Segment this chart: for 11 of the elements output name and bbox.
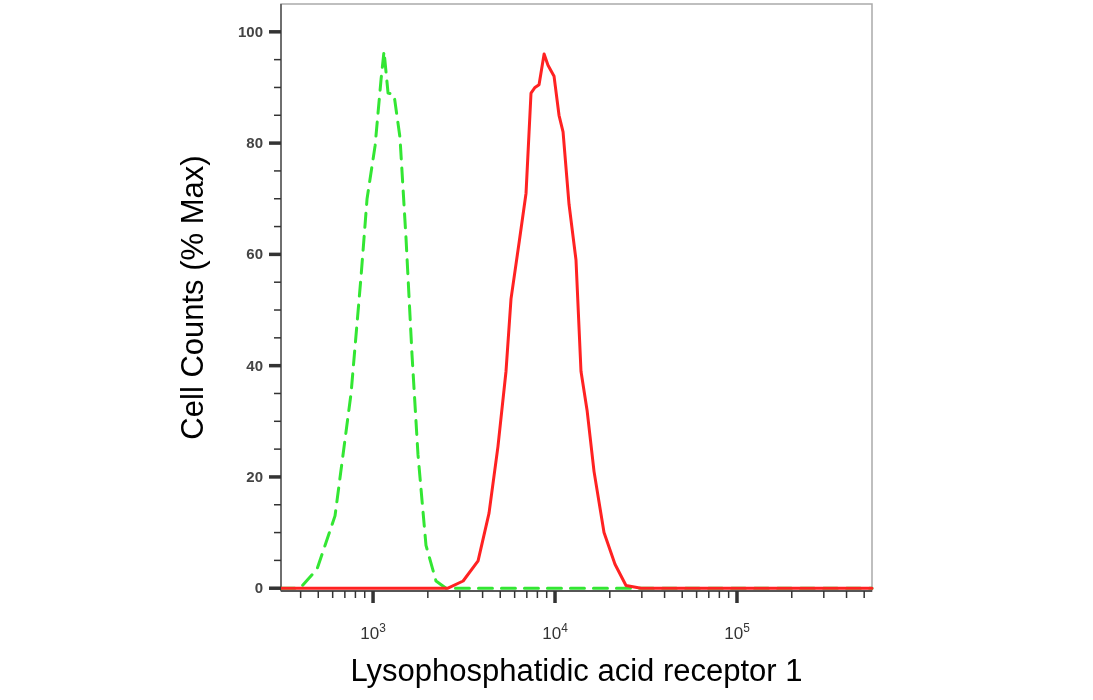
y-tick-label: 40: [246, 356, 263, 374]
x-axis-title: Lysophosphatidic acid receptor 1: [350, 653, 803, 688]
y-tick-label: 0: [254, 579, 263, 597]
x-tick-label: 10$^{4}$: [542, 621, 569, 643]
x-tick-label: 10$^{5}$: [724, 621, 751, 643]
y-tick-label: 80: [246, 134, 263, 152]
y-tick-label: 20: [246, 467, 263, 485]
y-tick-label: 60: [246, 245, 263, 263]
y-axis-title: Cell Counts (% Max): [175, 155, 210, 440]
x-tick-label: 10$^{3}$: [360, 621, 387, 643]
y-tick-label: 100: [237, 22, 263, 40]
